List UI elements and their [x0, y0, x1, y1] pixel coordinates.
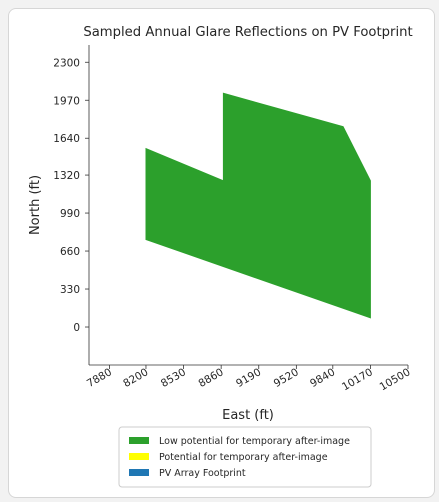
data-marks [145, 92, 371, 319]
x-tick-label: 9840 [308, 366, 337, 390]
legend: Low potential for temporary after-image P… [118, 426, 372, 488]
legend-label: PV Array Footprint [159, 468, 246, 479]
legend-label: Potential for temporary after-image [159, 452, 328, 463]
legend-swatch [129, 469, 149, 476]
y-tick-label: 1640 [53, 133, 80, 145]
legend-swatch [129, 437, 149, 444]
x-tick-label: 9190 [234, 366, 263, 390]
y-tick-label: 2300 [53, 57, 80, 69]
glare-region-0 [145, 92, 371, 319]
chart-title: Sampled Annual Glare Reflections on PV F… [83, 25, 412, 40]
x-axis-label: East (ft) [222, 408, 274, 423]
x-tick-label: 10500 [378, 366, 413, 393]
x-tick-label: 9520 [272, 366, 301, 390]
x-tick-label: 8530 [159, 366, 188, 390]
y-tick-label: 330 [60, 284, 80, 296]
x-tick-label: 7880 [85, 366, 114, 390]
y-tick-label: 660 [60, 246, 80, 258]
legend-swatch [129, 453, 149, 460]
y-tick-label: 0 [73, 322, 80, 334]
x-tick-label: 8860 [197, 366, 226, 390]
y-tick-label: 1320 [53, 170, 80, 182]
y-tick-label: 990 [60, 208, 80, 220]
y-axis-label: North (ft) [28, 175, 43, 235]
x-tick-label: 8200 [121, 366, 150, 390]
legend-box [118, 426, 372, 488]
legend-label: Low potential for temporary after-image [159, 436, 350, 447]
x-tick-label: 10170 [340, 366, 375, 393]
y-tick-label: 1970 [53, 95, 80, 107]
